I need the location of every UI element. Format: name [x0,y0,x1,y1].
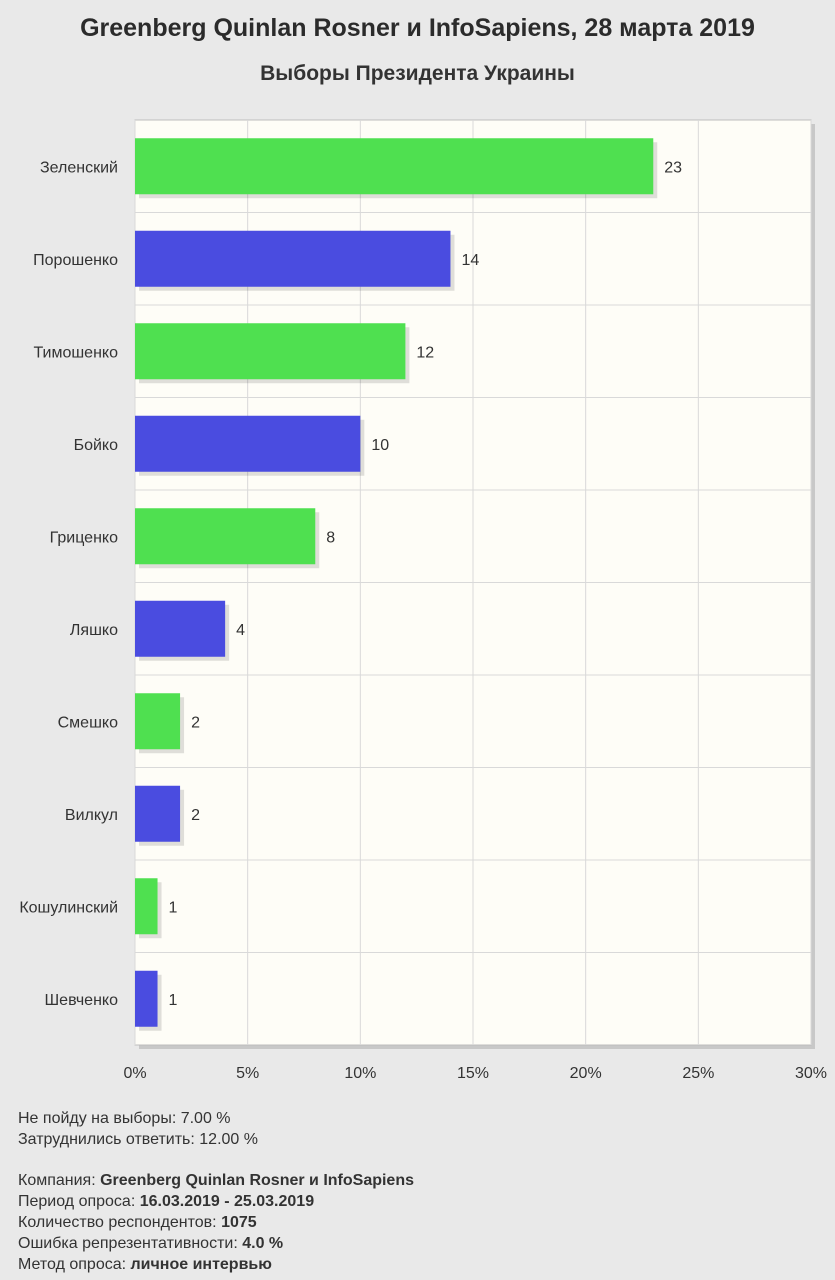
value-label: 10 [371,437,389,454]
bar-chart: Зеленский Порошенко Тимошенко Бойко Гриценко… [19,119,827,1082]
company-row: Компания: Greenberg Quinlan Rosner и Inf… [18,1172,414,1189]
x-tick-label: 25% [682,1065,714,1082]
grid-lines [134,120,812,1045]
value-label: 8 [326,529,335,546]
x-tick-label: 15% [457,1065,489,1082]
bar-8 [135,785,181,842]
respondents-row: Количество респондентов: 1075 [18,1214,257,1231]
bar-7 [135,693,181,750]
value-label: 23 [664,159,682,176]
bar-5 [135,508,316,565]
bar-2 [135,230,451,287]
period-row: Период опроса: 16.03.2019 - 25.03.2019 [18,1193,315,1210]
category-label: Бойко [74,437,119,454]
category-label: Ляшко [70,622,118,639]
value-label: 2 [191,807,200,824]
bar-9 [135,878,158,935]
x-tick-label: 5% [236,1065,259,1082]
value-label: 12 [416,344,434,361]
chart-subtitle: Выборы Президента Украины [260,62,575,85]
notes: Не пойду на выборы: 7.00 % Затруднились … [18,1108,258,1150]
undecided-note: Затруднились ответить: 12.00 % [18,1131,258,1148]
category-label: Гриценко [50,529,119,546]
error-row: Ошибка репрезентативности: 4.0 % [18,1235,284,1252]
x-tick-label: 30% [795,1065,827,1082]
category-label: Тимошенко [33,344,118,361]
value-label: 14 [461,252,479,269]
category-labels: Зеленский Порошенко Тимошенко Бойко Гриценко… [19,159,118,1009]
value-label: 1 [169,899,178,916]
category-label: Смешко [58,714,118,731]
bar-1 [135,138,654,195]
x-tick-label: 20% [570,1065,602,1082]
x-tick-label: 0% [123,1065,146,1082]
category-label: Порошенко [33,252,118,269]
x-axis-ticks: 0% 5% 10% 15% 20% 25% 30% [123,1065,827,1082]
value-labels: 23 14 12 10 8 4 2 2 1 1 [169,159,683,1009]
bar-4 [135,415,361,472]
not-voting-note: Не пойду на выборы: 7.00 % [18,1110,231,1127]
bar-10 [135,970,158,1027]
value-label: 1 [169,992,178,1009]
bar-6 [135,600,226,657]
chart-title: Greenberg Quinlan Rosner и InfoSapiens, … [80,14,755,42]
value-label: 2 [191,714,200,731]
category-label: Вилкул [65,807,118,824]
bars [135,138,658,1031]
method-row: Метод опроса: личное интервью [18,1256,272,1273]
poll-metadata: Компания: Greenberg Quinlan Rosner и Inf… [18,1170,414,1275]
bar-3 [135,323,406,380]
value-label: 4 [236,622,245,639]
category-label: Зеленский [40,159,118,176]
category-label: Шевченко [45,992,119,1009]
x-tick-label: 10% [344,1065,376,1082]
category-label: Кошулинский [19,899,118,916]
